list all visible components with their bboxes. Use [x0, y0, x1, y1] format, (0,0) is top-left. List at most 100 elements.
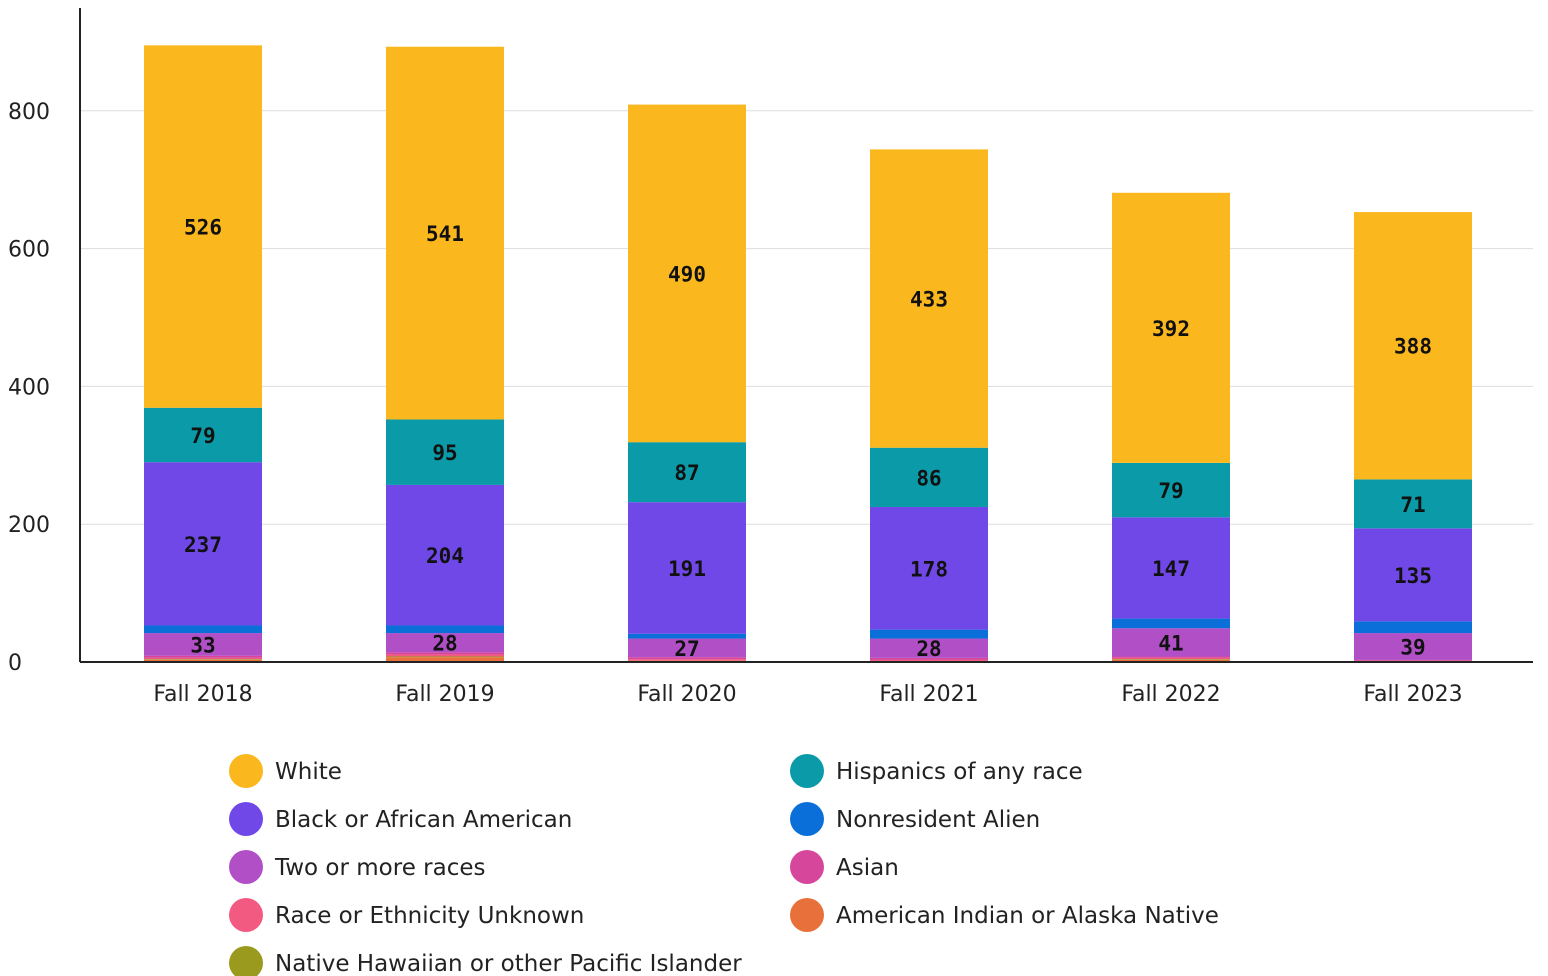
data-label-black-or-african-american-fall-2020: 191: [668, 557, 706, 581]
bar-two-or-more-races-fall-2023: [1354, 633, 1472, 660]
legend-label-american-indian-or-alaska-native: American Indian or Alaska Native: [836, 903, 1219, 929]
bar-american-indian-or-alaska-native-fall-2018: [144, 659, 262, 662]
bar-race-or-ethnicity-unknown-fall-2021: [870, 659, 988, 662]
data-label-hispanics-of-any-race-fall-2021: 86: [916, 466, 941, 490]
bar-white-fall-2021: [870, 149, 988, 448]
data-label-two-or-more-races-fall-2018: 33: [190, 633, 215, 657]
legend-swatch-american-indian-or-alaska-native: [790, 898, 824, 932]
legend-label-native-hawaiian-or-other-pacific-islander: Native Hawaiian or other Pacific Islande…: [275, 951, 742, 976]
legend-label-asian: Asian: [836, 855, 899, 881]
data-label-hispanics-of-any-race-fall-2022: 79: [1158, 479, 1183, 503]
y-tick-label-0: 0: [8, 651, 22, 676]
bar-nonresident-alien-fall-2018: [144, 625, 262, 634]
legend-label-two-or-more-races: Two or more races: [274, 855, 486, 881]
bar-asian-fall-2021: [870, 657, 988, 660]
legend-swatch-nonresident-alien: [790, 802, 824, 836]
data-label-black-or-african-american-fall-2019: 204: [426, 544, 464, 568]
legend-swatch-native-hawaiian-or-other-pacific-islander: [229, 946, 263, 976]
data-label-black-or-african-american-fall-2023: 135: [1394, 564, 1432, 588]
bar-asian-fall-2023: [1354, 659, 1472, 661]
legend-swatch-asian: [790, 850, 824, 884]
data-label-two-or-more-races-fall-2019: 28: [432, 632, 457, 656]
data-label-two-or-more-races-fall-2023: 39: [1400, 635, 1425, 659]
y-tick-label-800: 800: [8, 100, 50, 125]
x-axis-ticks: Fall 2018 Fall 2019 Fall 2020 Fall 2021 Fall…: [153, 682, 1462, 707]
data-label-white-fall-2022: 392: [1152, 317, 1190, 341]
bar-two-or-more-races-fall-2020: [628, 638, 746, 658]
data-label-black-or-african-american-fall-2022: 147: [1152, 557, 1190, 581]
bar-nonresident-alien-fall-2023: [1354, 621, 1472, 634]
data-label-black-or-african-american-fall-2021: 178: [910, 557, 948, 581]
bar-white-fall-2018: [144, 45, 262, 408]
bar-white-fall-2019: [386, 46, 504, 420]
data-label-hispanics-of-any-race-fall-2019: 95: [432, 441, 457, 465]
bar-american-indian-or-alaska-native-fall-2019: [386, 657, 504, 662]
bar-race-or-ethnicity-unknown-fall-2022: [1112, 657, 1230, 660]
bar-native-hawaiian-or-other-pacific-islander-fall-2019: [386, 656, 504, 658]
bar-asian-fall-2020: [628, 657, 746, 660]
bar-race-or-ethnicity-unknown-fall-2020: [628, 659, 746, 661]
x-tick-label-fall-2020: Fall 2020: [637, 682, 736, 707]
data-label-white-fall-2018: 526: [184, 216, 222, 240]
data-label-white-fall-2020: 490: [668, 262, 706, 286]
bar-asian-fall-2019: [386, 652, 504, 655]
bar-native-hawaiian-or-other-pacific-islander-fall-2022: [1112, 659, 1230, 660]
bar-nonresident-alien-fall-2022: [1112, 618, 1230, 629]
gridlines: [80, 110, 1533, 525]
legend-swatch-hispanics-of-any-race: [790, 754, 824, 788]
bars: [144, 45, 1472, 662]
bar-hispanics-of-any-race-fall-2020: [628, 442, 746, 503]
data-label-two-or-more-races-fall-2020: 27: [674, 637, 699, 661]
bar-black-or-african-american-fall-2022: [1112, 517, 1230, 619]
bar-white-fall-2023: [1354, 212, 1472, 480]
bar-black-or-african-american-fall-2023: [1354, 528, 1472, 622]
bar-hispanics-of-any-race-fall-2021: [870, 447, 988, 507]
legend-label-black-or-african-american: Black or African American: [275, 807, 572, 833]
data-labels: 33 237 79 526 28 204 95 541 27 191 87 490 28 178 86 433…: [184, 216, 1432, 662]
legend: White Hispanics of any race Black or Afric…: [229, 754, 1219, 976]
y-tick-label-200: 200: [8, 513, 50, 538]
data-label-hispanics-of-any-race-fall-2020: 87: [674, 461, 699, 485]
bar-white-fall-2022: [1112, 192, 1230, 463]
data-label-two-or-more-races-fall-2021: 28: [916, 637, 941, 661]
bar-native-hawaiian-or-other-pacific-islander-fall-2018: [144, 659, 262, 660]
bar-two-or-more-races-fall-2022: [1112, 628, 1230, 657]
legend-label-race-or-ethnicity-unknown: Race or Ethnicity Unknown: [275, 903, 584, 929]
x-tick-label-fall-2018: Fall 2018: [153, 682, 252, 707]
bar-white-fall-2020: [628, 104, 746, 443]
y-tick-label-600: 600: [8, 238, 50, 263]
bar-asian-fall-2018: [144, 655, 262, 658]
data-label-white-fall-2019: 541: [426, 222, 464, 246]
data-label-hispanics-of-any-race-fall-2023: 71: [1400, 493, 1425, 517]
legend-swatch-black-or-african-american: [229, 802, 263, 836]
legend-label-white: White: [275, 759, 342, 785]
bar-two-or-more-races-fall-2019: [386, 633, 504, 653]
bar-black-or-african-american-fall-2020: [628, 502, 746, 634]
bar-american-indian-or-alaska-native-fall-2022: [1112, 659, 1230, 662]
x-tick-label-fall-2021: Fall 2021: [879, 682, 978, 707]
y-tick-label-400: 400: [8, 375, 50, 400]
legend-label-nonresident-alien: Nonresident Alien: [836, 807, 1040, 833]
bar-hispanics-of-any-race-fall-2019: [386, 419, 504, 485]
bar-race-or-ethnicity-unknown-fall-2018: [144, 657, 262, 660]
legend-swatch-white: [229, 754, 263, 788]
data-label-two-or-more-races-fall-2022: 41: [1158, 631, 1183, 655]
bar-nonresident-alien-fall-2019: [386, 625, 504, 634]
x-tick-label-fall-2023: Fall 2023: [1363, 682, 1462, 707]
bar-hispanics-of-any-race-fall-2018: [144, 407, 262, 463]
bar-two-or-more-races-fall-2021: [870, 638, 988, 658]
data-label-hispanics-of-any-race-fall-2018: 79: [190, 424, 215, 448]
data-label-black-or-african-american-fall-2018: 237: [184, 533, 222, 557]
bar-black-or-african-american-fall-2018: [144, 462, 262, 626]
y-axis-ticks: 0 200 400 600 800: [8, 100, 50, 676]
x-tick-label-fall-2022: Fall 2022: [1121, 682, 1220, 707]
bar-black-or-african-american-fall-2021: [870, 506, 988, 630]
legend-swatch-two-or-more-races: [229, 850, 263, 884]
bar-asian-fall-2022: [1112, 656, 1230, 658]
data-label-white-fall-2023: 388: [1394, 335, 1432, 359]
bar-hispanics-of-any-race-fall-2022: [1112, 462, 1230, 518]
legend-label-hispanics-of-any-race: Hispanics of any race: [836, 759, 1083, 785]
data-label-white-fall-2021: 433: [910, 288, 948, 312]
bar-nonresident-alien-fall-2020: [628, 633, 746, 639]
